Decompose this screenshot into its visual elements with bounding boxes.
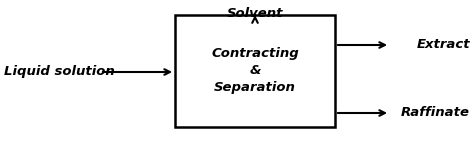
Text: Contracting
&
Separation: Contracting & Separation [211,47,299,95]
Text: Raffinate: Raffinate [401,106,470,120]
Text: Extract: Extract [416,38,470,51]
Bar [175,15,335,127]
Text: Solvent: Solvent [227,7,283,20]
Text: Liquid solution: Liquid solution [4,66,115,78]
